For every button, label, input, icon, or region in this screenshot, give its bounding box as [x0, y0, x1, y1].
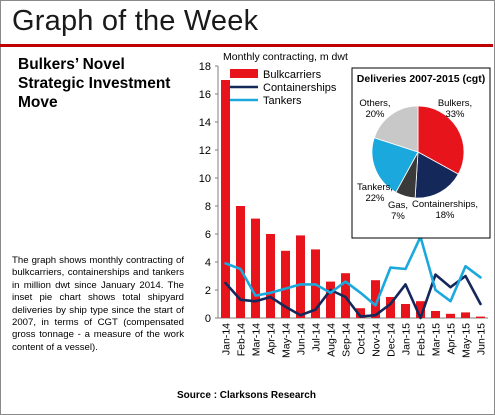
pie-slice-containerships — [414, 151, 459, 199]
y-tick-label: 18 — [199, 61, 211, 73]
bar-bulkcarriers — [236, 206, 245, 318]
bar-bulkcarriers — [431, 311, 440, 318]
pie-label-tankers: Tankers, 22% — [357, 182, 393, 204]
x-tick-label: Mar-15 — [431, 323, 443, 356]
bar-bulkcarriers — [356, 308, 365, 318]
headline: Bulkers’ Novel Strategic Investment Move — [18, 56, 171, 111]
bar-bulkcarriers — [401, 304, 410, 318]
bar-bulkcarriers — [386, 297, 395, 318]
legend-label: Bulkcarriers — [263, 69, 322, 81]
x-tick-label: Oct-14 — [356, 323, 368, 355]
y-tick-label: 0 — [205, 313, 211, 325]
legend-label: Containerships — [263, 82, 337, 94]
bar-bulkcarriers — [371, 280, 380, 318]
legend-label: Tankers — [263, 95, 302, 107]
x-tick-label: Jun-14 — [296, 323, 308, 355]
y-tick-label: 16 — [199, 89, 211, 101]
pie-slice-others — [373, 105, 419, 153]
bar-bulkcarriers — [266, 234, 275, 318]
pie-slice-tankers — [371, 137, 419, 193]
y-tick-label: 8 — [205, 201, 211, 213]
bar-bulkcarriers — [221, 80, 230, 318]
x-tick-label: Feb-15 — [416, 323, 428, 356]
x-tick-label: Apr-14 — [266, 323, 278, 355]
y-tick-label: 14 — [199, 117, 211, 129]
x-tick-label: Jun-15 — [476, 323, 488, 355]
x-tick-label: Mar-14 — [251, 323, 263, 356]
x-tick-label: Apr-15 — [446, 323, 458, 355]
pie-label-gas: Gas, 7% — [388, 200, 408, 222]
x-tick-label: Jul-14 — [311, 323, 323, 352]
y-tick-label: 2 — [205, 285, 211, 297]
pie-label-others: Others, 20% — [359, 98, 390, 120]
description-text: The graph shows monthly contracting of b… — [12, 255, 184, 353]
x-tick-label: May-14 — [281, 323, 293, 358]
bar-bulkcarriers — [251, 218, 260, 318]
legend-swatch — [230, 69, 258, 78]
bar-bulkcarriers — [416, 301, 425, 318]
y-tick-label: 4 — [205, 257, 211, 269]
bar-bulkcarriers — [326, 281, 335, 318]
x-tick-label: Jan-14 — [221, 323, 233, 355]
bar-bulkcarriers — [296, 235, 305, 318]
line-containerships — [224, 273, 482, 320]
x-tick-label: Sep-14 — [341, 323, 353, 357]
y-tick-label: 12 — [199, 145, 211, 157]
x-tick-label: Nov-14 — [371, 323, 383, 357]
page-title: Graph of the Week — [12, 5, 259, 37]
bar-bulkcarriers — [461, 312, 470, 318]
x-tick-label: Aug-14 — [326, 323, 338, 357]
x-tick-label: Feb-14 — [236, 323, 248, 356]
bar-bulkcarriers — [476, 316, 485, 318]
pie-label-containerships: Containerships, 18% — [412, 199, 478, 221]
bar-bulkcarriers — [281, 250, 290, 318]
x-tick-label: Jan-15 — [401, 323, 413, 355]
y-tick-label: 6 — [205, 229, 211, 241]
bar-bulkcarriers — [446, 313, 455, 318]
y-tick-label: 10 — [199, 173, 211, 185]
pie-slice-bulkers — [417, 105, 465, 175]
source-note: Source : Clarksons Research — [177, 390, 316, 401]
title-rule — [0, 44, 493, 47]
line-tankers — [224, 235, 482, 307]
x-tick-label: Dec-14 — [386, 323, 398, 357]
y-axis-title: Monthly contracting, m dwt — [223, 51, 348, 63]
pie-title: Deliveries 2007-2015 (cgt) — [357, 73, 485, 85]
x-tick-label: May-15 — [461, 323, 473, 358]
pie-label-bulkers: Bulkers, 33% — [438, 98, 472, 120]
